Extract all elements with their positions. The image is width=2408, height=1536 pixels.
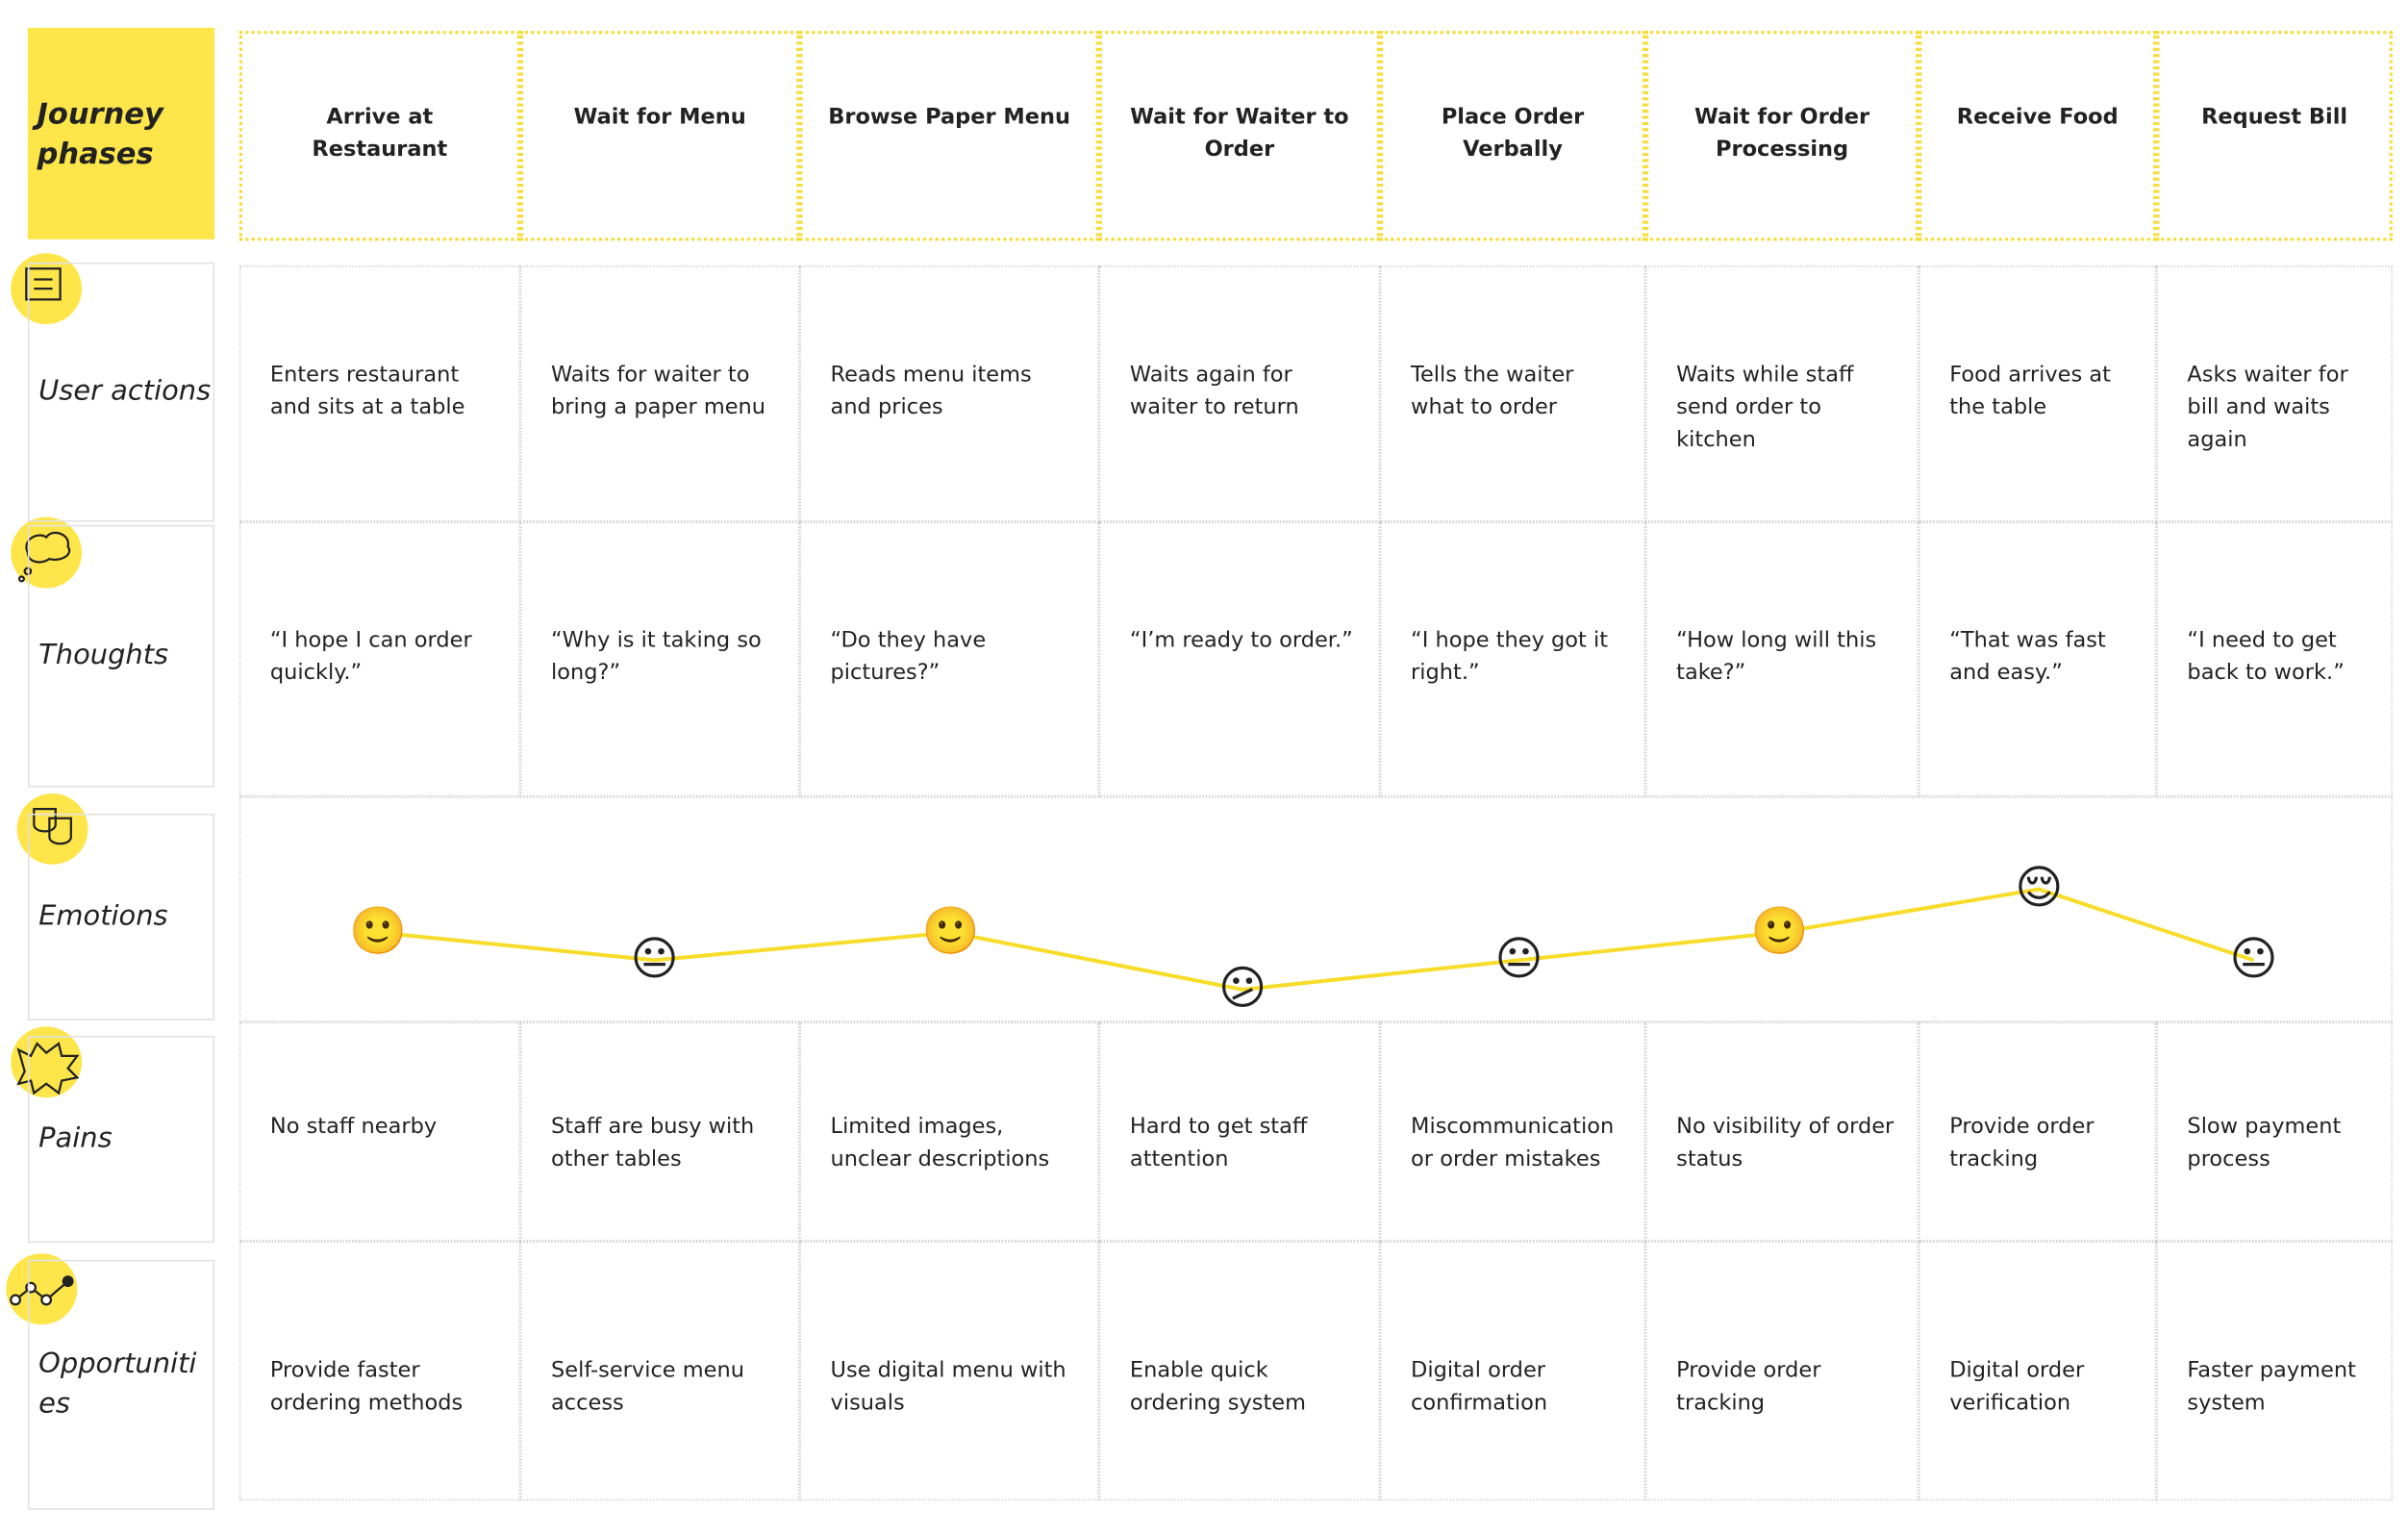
journey-cell: “I hope I can order quickly.” bbox=[238, 521, 520, 797]
emotion-face: 🙂 bbox=[921, 904, 980, 959]
journey-cell: Limited images, unclear descriptions bbox=[799, 1021, 1099, 1242]
emotion-face: 🙂 bbox=[1750, 904, 1809, 959]
journey-cell: Food arrives at the table bbox=[1919, 265, 2157, 522]
journey-cell: “That was fast and easy.” bbox=[1919, 521, 2157, 797]
journey-cell: “How long will this take?” bbox=[1645, 521, 1919, 797]
journey-cell: Asks waiter for bill and waits again bbox=[2156, 265, 2393, 522]
emotion-line bbox=[378, 887, 2255, 992]
journey-cell: Waits again for waiter to return bbox=[1098, 265, 1380, 522]
journey-cell: No staff nearby bbox=[238, 1021, 520, 1242]
journey-cell: “I need to get back to work.” bbox=[2156, 521, 2393, 797]
row-label: Thoughts bbox=[27, 524, 215, 788]
emotion-band bbox=[238, 796, 2393, 1022]
journey-cell: Provide faster ordering methods bbox=[238, 1241, 520, 1501]
phase-header: Request Bill bbox=[2156, 31, 2393, 241]
phase-header: Place Order Verbally bbox=[1379, 31, 1646, 241]
phase-header: Wait for Order Processing bbox=[1645, 31, 1919, 241]
row-label: Opportunities bbox=[27, 1259, 215, 1510]
phase-header: Wait for Menu bbox=[519, 31, 800, 241]
phase-header: Arrive at Restaurant bbox=[238, 31, 520, 241]
journey-cell: Tells the waiter what to order bbox=[1379, 265, 1646, 522]
journey-cell: Digital order confirmation bbox=[1379, 1241, 1646, 1501]
journey-cell: Waits for waiter to bring a paper menu bbox=[519, 265, 800, 522]
emotion-face: 😐 bbox=[1494, 932, 1543, 987]
journey-cell: Reads menu items and prices bbox=[799, 265, 1099, 522]
row-label: Emotions bbox=[27, 813, 215, 1020]
journey-cell: Waits while staff send order to kitchen bbox=[1645, 265, 1919, 522]
title: Journey phases bbox=[27, 27, 215, 239]
journey-cell: Slow payment process bbox=[2156, 1021, 2393, 1242]
phase-header: Browse Paper Menu bbox=[799, 31, 1099, 241]
journey-cell: Provide order tracking bbox=[1645, 1241, 1919, 1501]
journey-cell: No visibility of order status bbox=[1645, 1021, 1919, 1242]
emotion-face: 😌 bbox=[2015, 861, 2064, 916]
journey-cell: Hard to get staff attention bbox=[1098, 1021, 1380, 1242]
journey-cell: Miscommunication or order mistakes bbox=[1379, 1021, 1646, 1242]
journey-cell: Enable quick ordering system bbox=[1098, 1241, 1380, 1501]
journey-cell: Self-service menu access bbox=[519, 1241, 800, 1501]
phase-header: Wait for Waiter to Order bbox=[1098, 31, 1380, 241]
journey-cell: “Do they have pictures?” bbox=[799, 521, 1099, 797]
journey-cell: Staff are busy with other tables bbox=[519, 1021, 800, 1242]
journey-cell: Enters restaurant and sits at a table bbox=[238, 265, 520, 522]
row-label: User actions bbox=[27, 262, 215, 522]
journey-cell: Use digital menu with visuals bbox=[799, 1241, 1099, 1501]
journey-cell: Digital order verification bbox=[1919, 1241, 2157, 1501]
emotion-face: 😐 bbox=[630, 932, 679, 987]
journey-cell: “Why is it taking so long?” bbox=[519, 521, 800, 797]
journey-cell: Faster payment system bbox=[2156, 1241, 2393, 1501]
emotion-face: 🙂 bbox=[349, 904, 408, 959]
emotion-face: 😐 bbox=[2229, 932, 2278, 987]
emotion-face: 😕 bbox=[1218, 961, 1267, 1017]
phase-header: Receive Food bbox=[1919, 31, 2157, 241]
row-label: Pains bbox=[27, 1036, 215, 1244]
journey-cell: Provide order tracking bbox=[1919, 1021, 2157, 1242]
journey-cell: “I hope they got it right.” bbox=[1379, 521, 1646, 797]
journey-cell: “I’m ready to order.” bbox=[1098, 521, 1380, 797]
